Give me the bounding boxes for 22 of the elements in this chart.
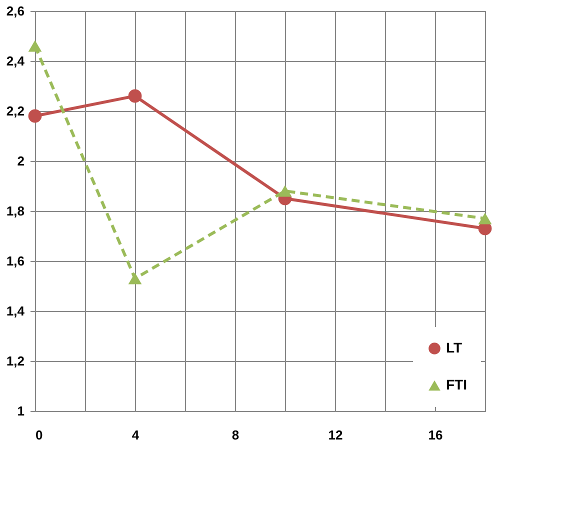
legend-label: FTI bbox=[446, 376, 467, 392]
point bbox=[278, 185, 292, 197]
y-tick-label: 2 bbox=[17, 154, 24, 168]
point bbox=[28, 109, 42, 123]
point bbox=[128, 89, 142, 103]
x-tick-label: 4 bbox=[132, 428, 140, 442]
point bbox=[128, 272, 142, 284]
x-tick-label: 12 bbox=[328, 428, 343, 442]
y-tick-label: 1,4 bbox=[6, 304, 26, 318]
y-tick-label: 2,2 bbox=[6, 104, 24, 118]
point bbox=[478, 212, 492, 224]
y-tick-label: 1,2 bbox=[6, 354, 24, 368]
y-tick-label: 1,8 bbox=[6, 204, 24, 218]
y-tick-label: 2,6 bbox=[6, 4, 24, 18]
point bbox=[28, 40, 42, 52]
x-tick-label: 0 bbox=[36, 428, 43, 442]
y-tick-label: 1 bbox=[17, 404, 24, 418]
x-tick-label: 16 bbox=[428, 428, 443, 442]
y-tick-label: 1,6 bbox=[6, 254, 24, 268]
y-tick-label: 2,4 bbox=[6, 54, 26, 68]
x-tick-label: 8 bbox=[232, 428, 240, 442]
legend-label: LT bbox=[446, 340, 463, 356]
